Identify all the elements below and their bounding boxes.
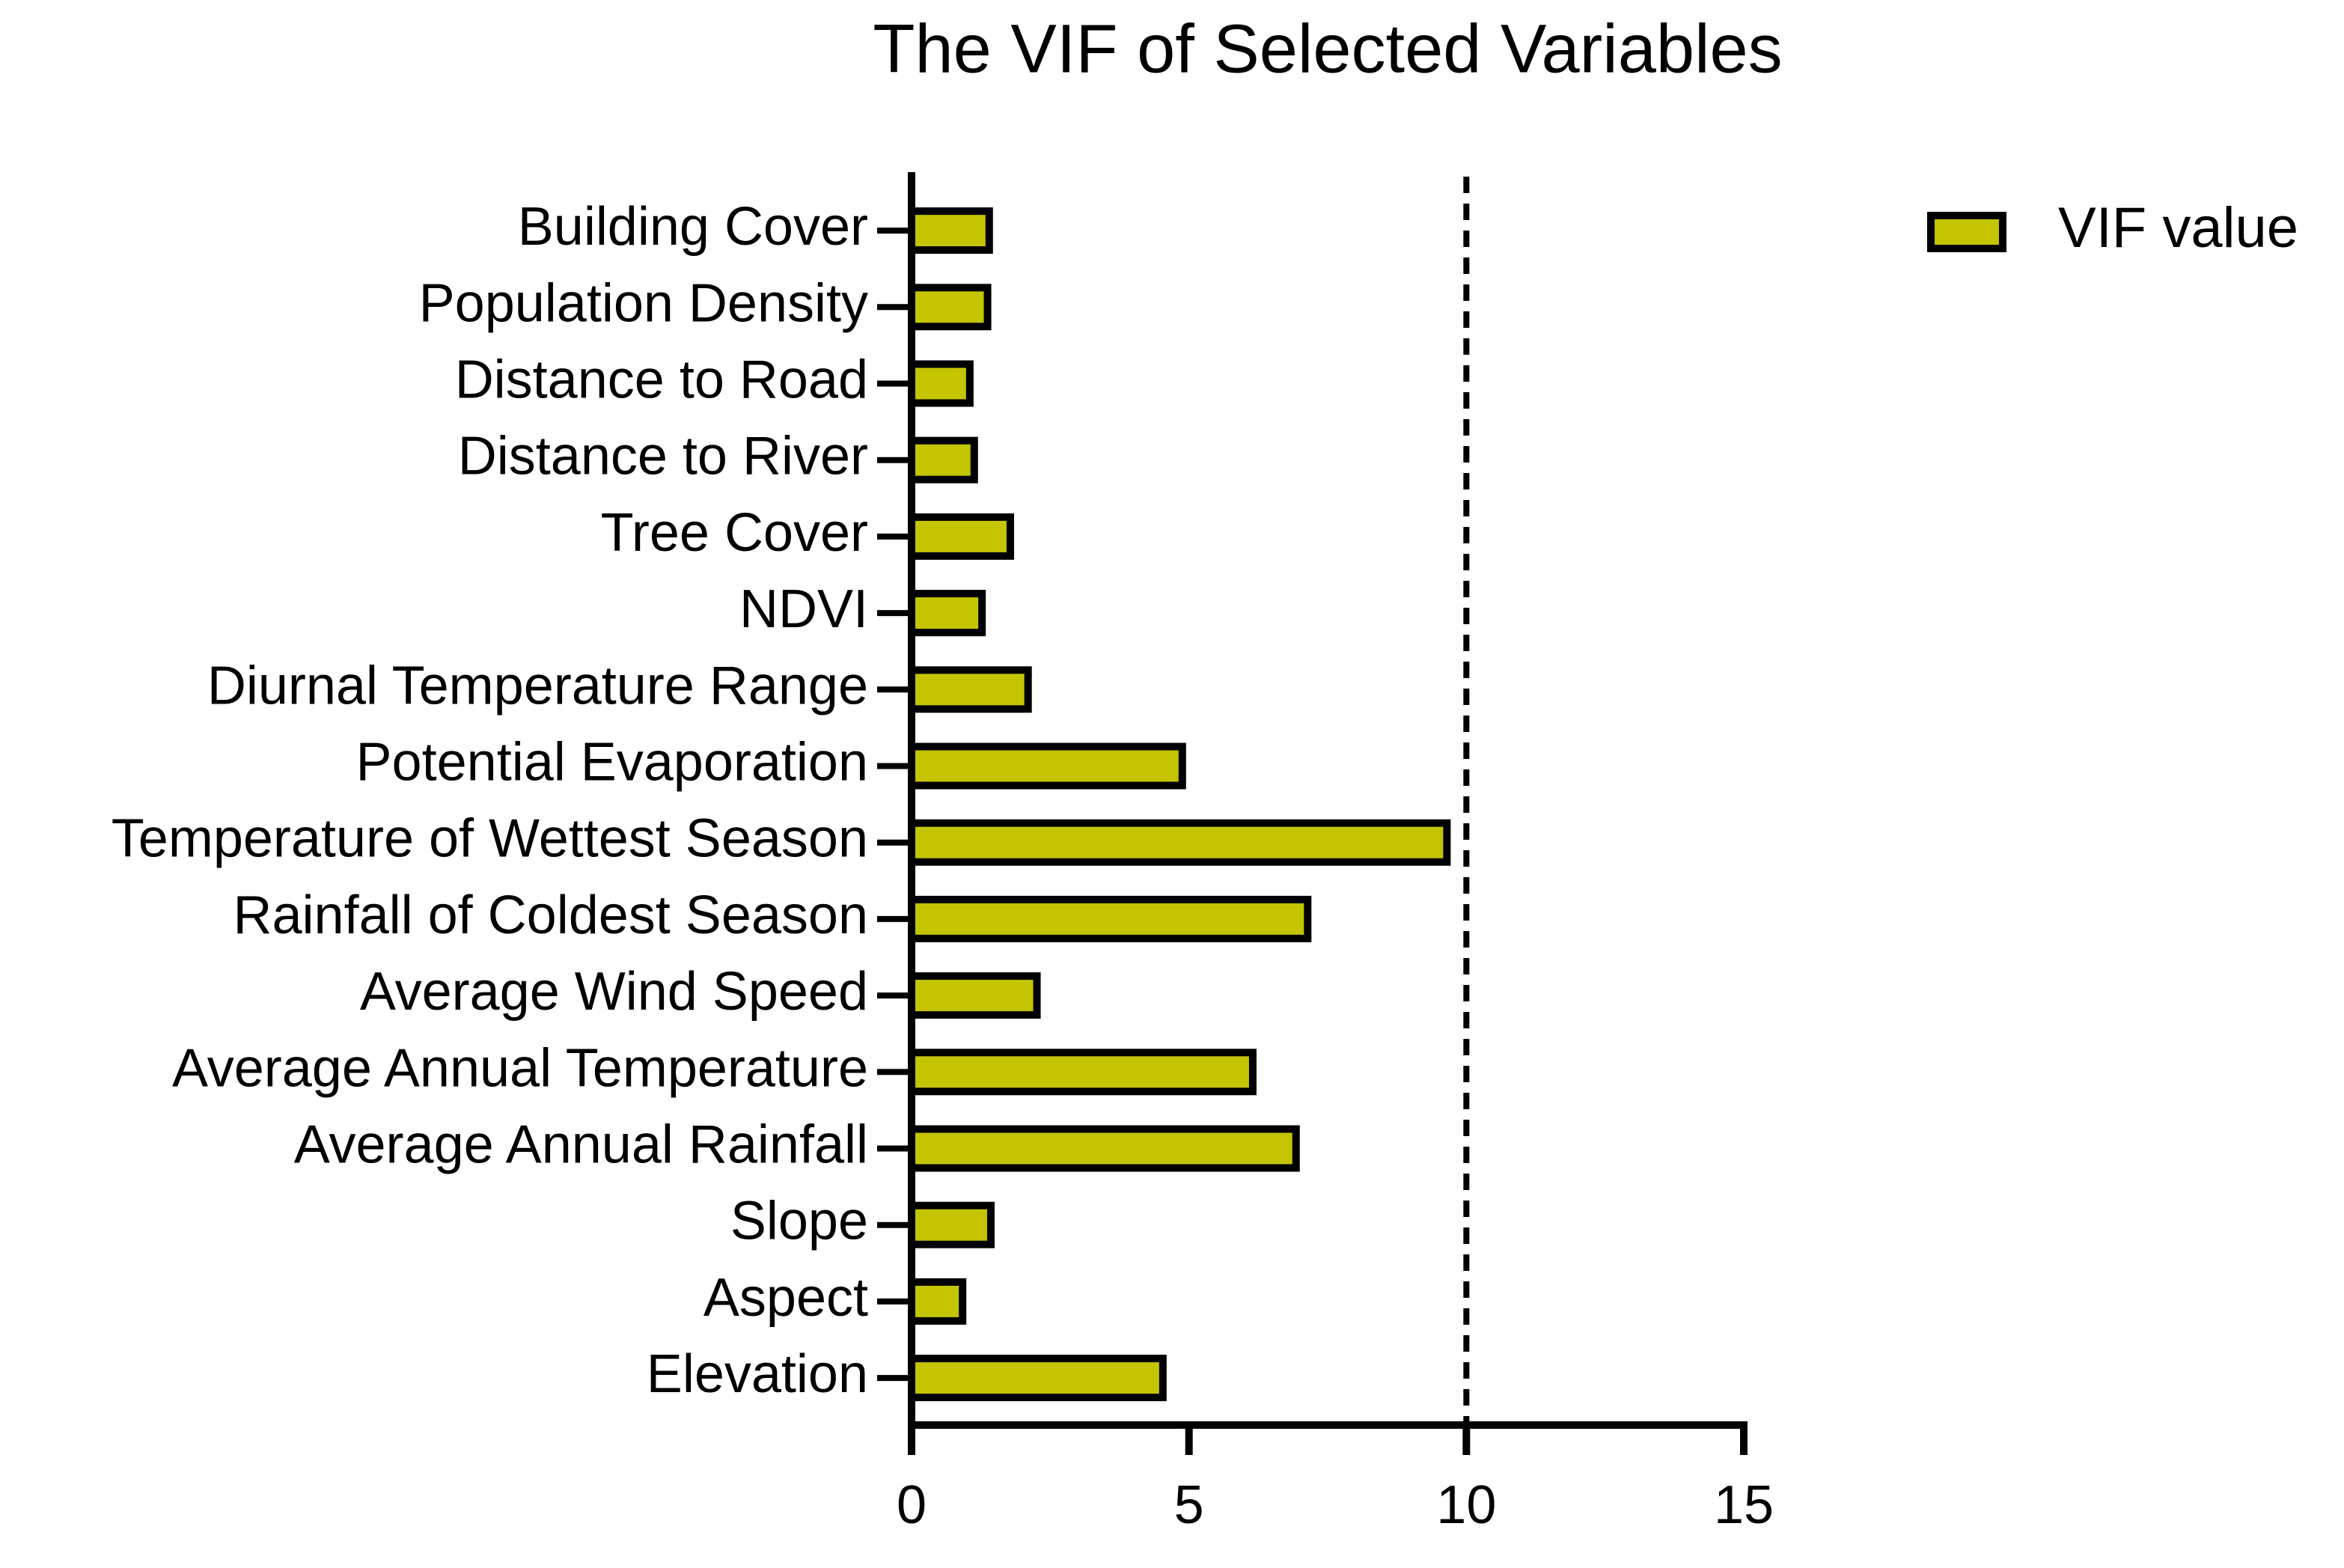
x-tick-label: 5 — [1174, 1475, 1204, 1535]
x-tick-label: 15 — [1714, 1475, 1774, 1535]
x-tick-label: 10 — [1436, 1475, 1496, 1535]
bar — [908, 666, 1032, 713]
x-tick-label: 0 — [897, 1475, 927, 1535]
y-tick-label: Diurnal Temperature Range — [207, 656, 868, 716]
y-tick-label: Building Cover — [518, 197, 868, 257]
y-tick-label: Aspect — [703, 1268, 868, 1328]
y-tick-label: Rainfall of Coldest Season — [234, 885, 869, 945]
bar — [908, 284, 992, 331]
legend-label: VIF value — [2058, 196, 2298, 260]
bar — [908, 1125, 1300, 1172]
bar — [908, 1049, 1257, 1096]
y-tick-label: Slope — [730, 1192, 868, 1251]
bar — [908, 513, 1014, 560]
bar — [908, 360, 974, 407]
legend-swatch — [1927, 212, 2006, 252]
bar — [908, 1278, 967, 1325]
y-tick-label: Average Annual Temperature — [172, 1038, 868, 1098]
bar — [908, 207, 993, 254]
bar — [908, 895, 1312, 942]
y-tick-label: Average Wind Speed — [360, 962, 868, 1022]
chart-title: The VIF of Selected Variables — [873, 10, 1782, 87]
y-tick-label: Average Annual Rainfall — [294, 1115, 868, 1175]
y-tick-label: Population Density — [419, 273, 868, 333]
bar — [908, 742, 1186, 790]
y-tick-label: Distance to Road — [455, 350, 868, 410]
y-tick-label: NDVI — [739, 579, 868, 639]
y-tick-label: Distance to River — [458, 427, 868, 486]
bar — [908, 590, 986, 637]
bar — [908, 1355, 1167, 1402]
bar — [908, 1201, 995, 1248]
bar — [908, 819, 1451, 866]
bar — [908, 436, 978, 483]
y-tick-label: Elevation — [647, 1344, 868, 1404]
y-tick-label: Potential Evaporation — [356, 733, 868, 793]
y-tick-label: Tree Cover — [601, 503, 868, 563]
y-tick-label: Temperature of Wettest Season — [112, 809, 868, 869]
bar — [908, 972, 1041, 1019]
